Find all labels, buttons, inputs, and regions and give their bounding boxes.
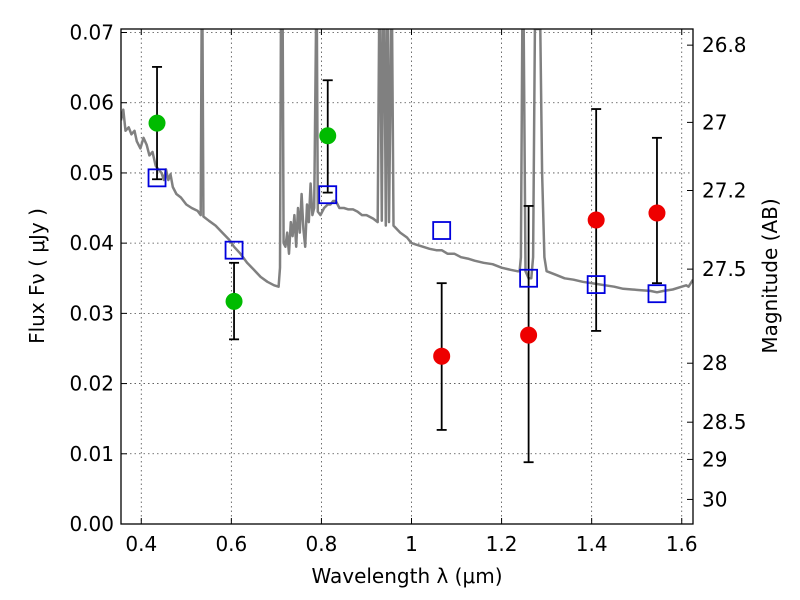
- right-tick-label: 27.5: [702, 257, 747, 281]
- model-square-point: [647, 284, 667, 304]
- green-data-point: [148, 114, 166, 132]
- x-tick-label: 0.4: [125, 532, 157, 556]
- x-tick-label: 1.4: [576, 532, 608, 556]
- y-axis-label: Flux Fν ( μJy ): [25, 208, 49, 344]
- right-tick-label: 28: [702, 351, 727, 375]
- y-tick-label: 0.02: [69, 372, 114, 396]
- y-tick-label: 0.06: [69, 91, 114, 115]
- axis-ticks: 0.4 0.6 0.8 1 1.2 1.4 1.6 0.00 0.01 0.02 0.03 0.04 0…: [69, 21, 746, 556]
- y-tick-label: 0.01: [69, 442, 114, 466]
- x-tick-label: 1: [405, 532, 418, 556]
- green-data-point: [225, 292, 243, 310]
- red-data-point: [520, 326, 538, 344]
- x-tick-label: 1.6: [666, 532, 698, 556]
- x-tick-label: 0.6: [215, 532, 247, 556]
- error-bars: [152, 66, 662, 464]
- model-square-point: [519, 268, 539, 288]
- right-tick-label: 29: [702, 447, 727, 471]
- x-tick-label: 1.2: [486, 532, 518, 556]
- x-tick-label: 0.8: [306, 532, 338, 556]
- y-tick-label: 0.05: [69, 161, 114, 185]
- plot-frame: [120, 28, 694, 525]
- model-square-point: [318, 185, 338, 205]
- red-data-point: [433, 347, 451, 365]
- model-square-point: [147, 168, 167, 188]
- model-spectrum: [121, 29, 693, 294]
- red-data-point: [587, 211, 605, 229]
- right-tick-label: 27.2: [702, 178, 747, 202]
- right-tick-label: 26.8: [702, 33, 747, 57]
- right-tick-label: 28.5: [702, 410, 747, 434]
- data-markers: [147, 114, 667, 365]
- right-tick-label: 30: [702, 487, 727, 511]
- green-data-point: [319, 127, 337, 145]
- model-square-point: [224, 240, 244, 260]
- right-axis-label: Magnitude (AB): [758, 198, 782, 353]
- y-tick-label: 0.07: [69, 21, 114, 45]
- red-data-point: [648, 204, 666, 222]
- model-square-point: [586, 275, 606, 294]
- grid: [121, 29, 693, 524]
- x-axis-label: Wavelength λ (μm): [311, 564, 502, 588]
- y-tick-label: 0.04: [69, 231, 114, 255]
- spectrum-line: [121, 29, 693, 294]
- y-tick-label: 0.03: [69, 301, 114, 325]
- y-tick-label: 0.00: [69, 512, 114, 536]
- model-square-point: [432, 221, 452, 240]
- right-tick-label: 27: [702, 110, 727, 134]
